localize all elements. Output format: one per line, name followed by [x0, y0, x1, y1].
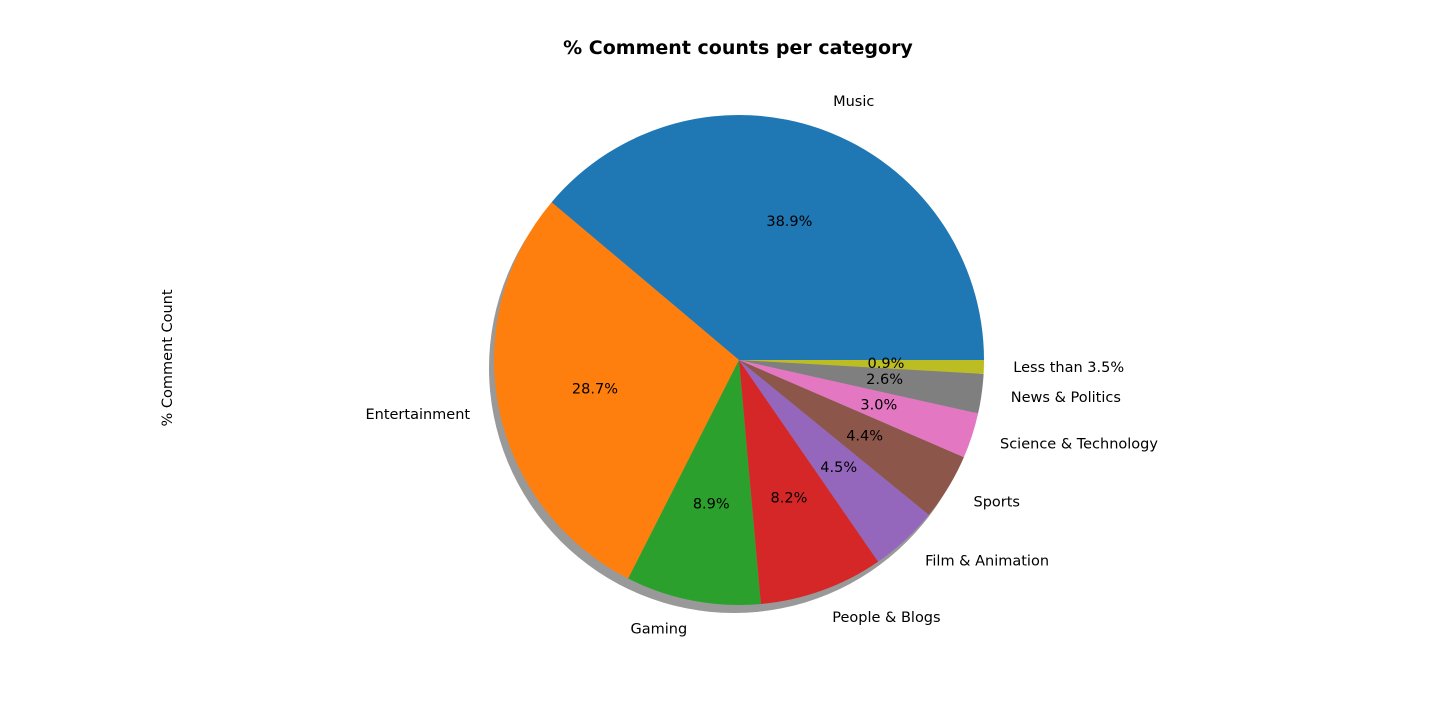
pie-slice-sports: [739, 360, 964, 515]
percent-label-film-animation: 4.5%: [820, 460, 857, 476]
percent-label-news-politics: 2.6%: [866, 372, 903, 388]
pie-slice-news-politics: [739, 360, 984, 414]
chart-title: % Comment counts per category: [563, 37, 913, 59]
percent-label-gaming: 8.9%: [693, 496, 730, 512]
percent-label-entertainment: 28.7%: [572, 381, 618, 397]
pie-slices: [493, 114, 984, 605]
percent-label-less-than-3-5: 0.9%: [868, 356, 905, 372]
pie-slice-film-animation: [739, 360, 929, 562]
percent-label-music: 38.9%: [766, 214, 812, 230]
percent-labels: 38.9% 28.7% 8.9% 8.2% 4.5% 4.4% 3.0% 2.6%0.9%: [572, 214, 904, 512]
slice-labels: Music Entertainment Gaming People & Blogs Fi…: [365, 94, 1158, 637]
slice-label-less-than-3-5: Less than 3.5%: [1013, 360, 1124, 376]
pie-slice-less-than-3-5: [739, 360, 984, 374]
slice-label-sports: Sports: [973, 495, 1019, 511]
y-axis-label: % Comment Count: [160, 289, 176, 426]
pie-slice-music: [551, 114, 984, 361]
slice-label-gaming: Gaming: [631, 621, 688, 637]
pie-slice-science-technology: [739, 360, 979, 458]
slice-label-news-politics: News & Politics: [1011, 390, 1121, 406]
slice-label-people-blogs: People & Blogs: [832, 610, 940, 626]
pie-slice-people-blogs: [739, 360, 879, 605]
percent-label-science-technology: 3.0%: [860, 397, 897, 413]
slice-label-music: Music: [833, 94, 874, 110]
pie-slice-entertainment: [493, 202, 739, 579]
percent-label-people-blogs: 8.2%: [771, 490, 808, 506]
slice-label-film-animation: Film & Animation: [925, 554, 1049, 570]
pie-slice-gaming: [628, 360, 761, 605]
slice-label-science-technology: Science & Technology: [1000, 437, 1158, 453]
percent-label-sports: 4.4%: [846, 428, 883, 444]
slice-label-entertainment: Entertainment: [365, 407, 470, 423]
